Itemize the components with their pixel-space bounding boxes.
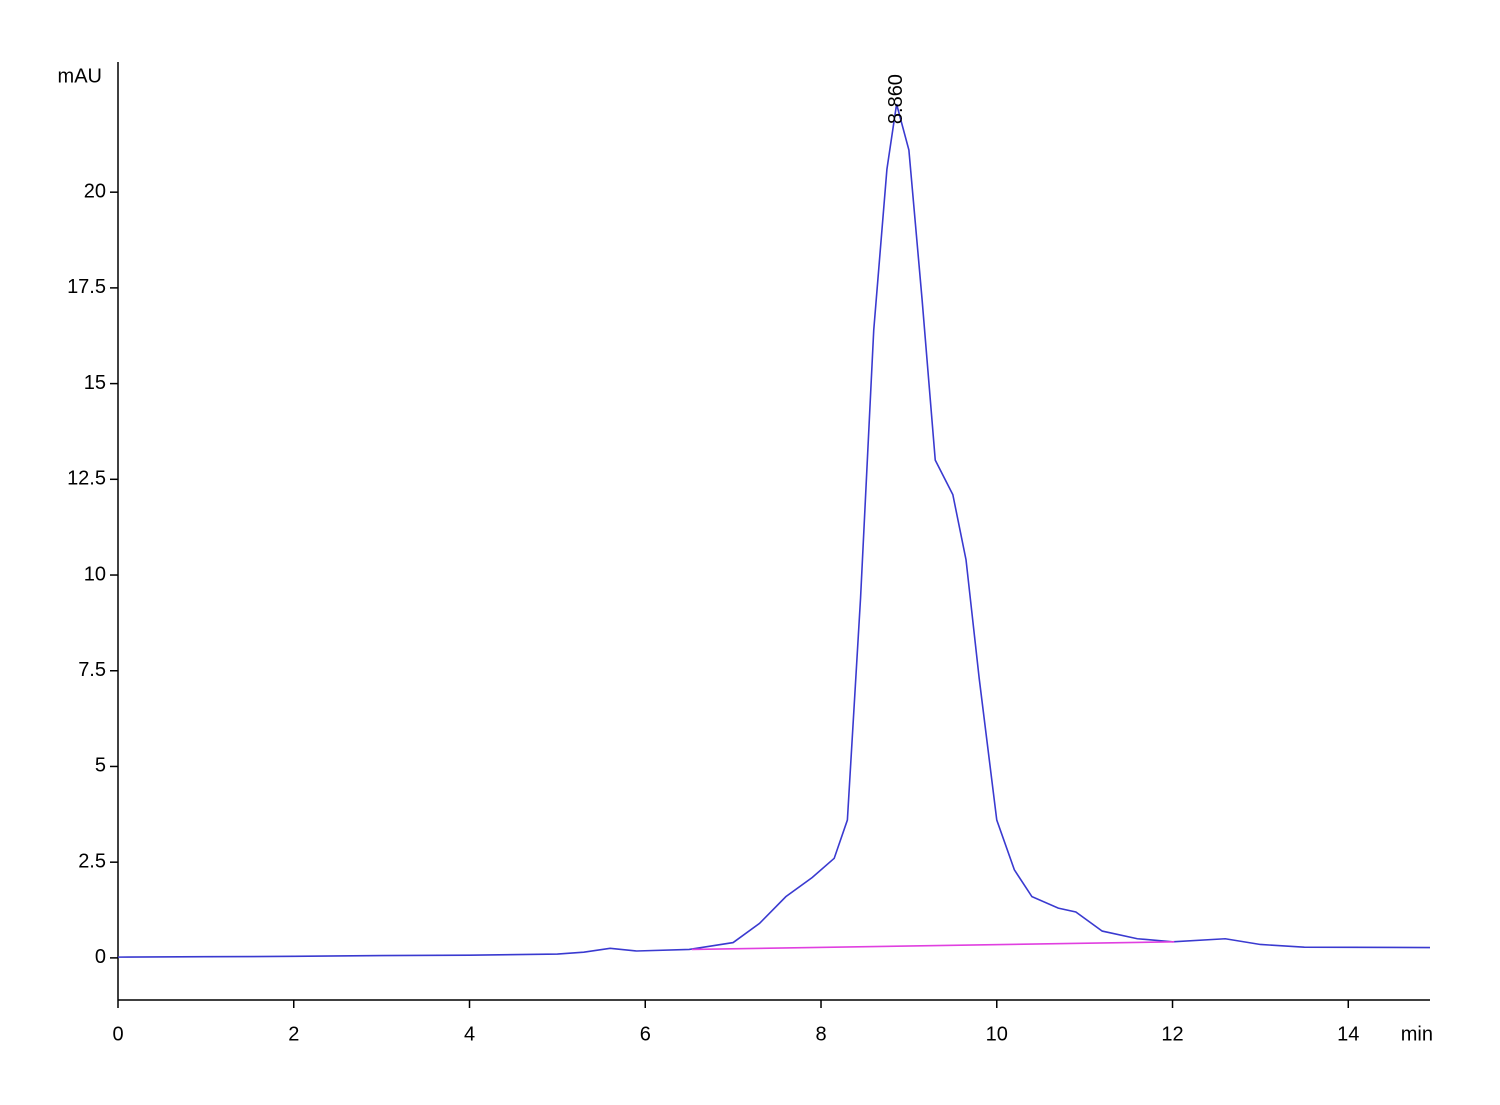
x-tick-label: 10 bbox=[986, 1023, 1008, 1045]
y-tick-label: 7.5 bbox=[78, 659, 106, 681]
y-axis-label: mAU bbox=[58, 65, 102, 87]
y-tick-label: 17.5 bbox=[67, 276, 106, 298]
y-tick-label: 5 bbox=[95, 755, 106, 777]
y-tick-label: 2.5 bbox=[78, 850, 106, 872]
x-tick-label: 4 bbox=[464, 1023, 475, 1045]
trace-line bbox=[691, 941, 1175, 951]
x-tick-label: 2 bbox=[288, 1023, 299, 1045]
y-tick-label: 10 bbox=[84, 563, 106, 585]
x-tick-label: 14 bbox=[1337, 1023, 1359, 1045]
y-tick-label: 20 bbox=[84, 180, 106, 202]
x-tick-label: 6 bbox=[640, 1023, 651, 1045]
x-axis-label: min bbox=[1401, 1023, 1433, 1045]
y-tick-label: 12.5 bbox=[67, 468, 106, 490]
peak-label: 8.860 bbox=[885, 74, 907, 124]
trace-line bbox=[117, 103, 1431, 958]
x-tick-label: 0 bbox=[112, 1023, 123, 1045]
x-tick-label: 12 bbox=[1161, 1023, 1183, 1045]
y-tick-label: 0 bbox=[95, 946, 106, 968]
x-tick-label: 8 bbox=[815, 1023, 826, 1045]
y-tick-label: 15 bbox=[84, 372, 106, 394]
